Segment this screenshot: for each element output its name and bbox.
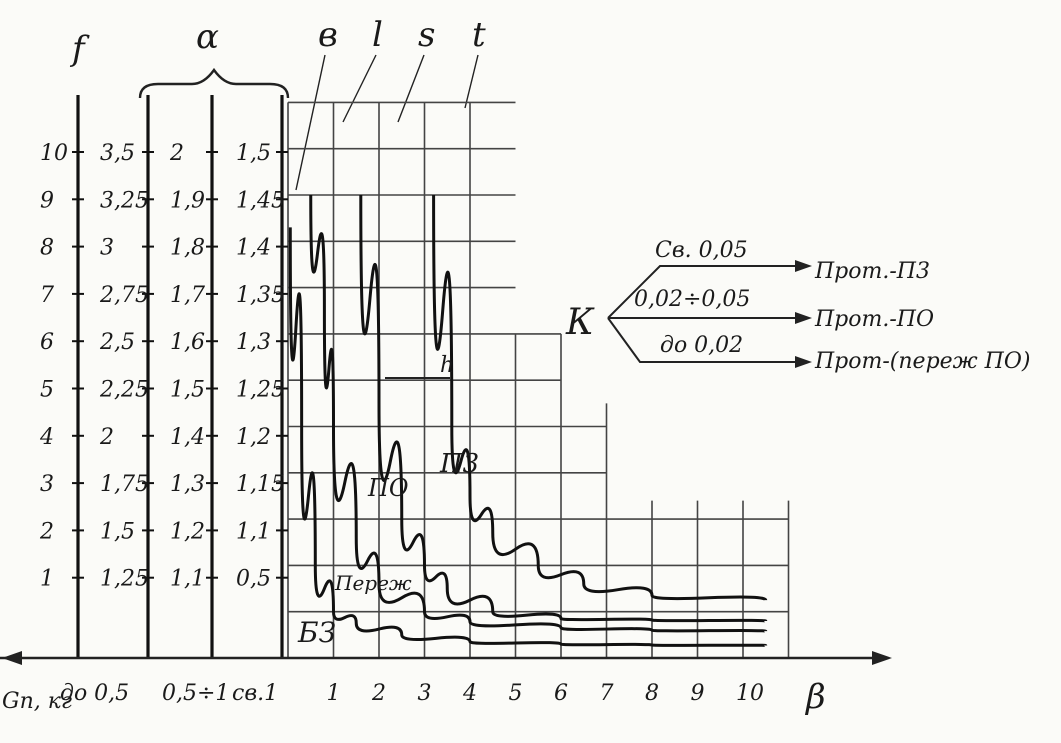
scale-tick-label: 1,15 — [236, 472, 285, 497]
series-label-leaders — [295, 54, 479, 191]
scale-tick-label: 1,75 — [100, 472, 149, 497]
x-axis-left-arrow — [2, 651, 22, 665]
x-tick-label: 7 — [600, 681, 614, 706]
x-tick-label: 8 — [645, 681, 659, 706]
x-tick-label: 6 — [554, 681, 568, 706]
series-label-b: в — [318, 15, 338, 55]
scale-header-alpha: α — [196, 17, 219, 57]
k-result-2: Прот.-ПО — [814, 307, 934, 332]
x-tick-label: 5 — [509, 681, 523, 706]
k-condition-2: 0,02÷0,05 — [634, 287, 750, 312]
scale-tick-label: 1,6 — [170, 330, 205, 355]
scale-tick-label: 10 — [40, 141, 68, 166]
scale-tick-label: 6 — [40, 330, 54, 355]
scale-tick-label: 1,5 — [170, 378, 205, 403]
scale-tick-label: 1,2 — [236, 425, 271, 450]
scale-tick-label: 3 — [40, 472, 54, 497]
k-note: К Св. 0,05 0,02÷0,05 до 0,02 Прот.-П3 Пр… — [565, 238, 1031, 374]
zone-label-bz: БЗ — [297, 616, 336, 649]
scale-tick-label: 1,1 — [236, 519, 271, 544]
scale-tick-label: 2,75 — [99, 283, 149, 308]
curve-s — [359, 194, 768, 623]
x-tick-label: 9 — [691, 681, 705, 706]
alpha-col1-label: до 0,5 — [60, 681, 129, 706]
zone-label-p3: П3 — [439, 449, 479, 479]
x-axis-label: β — [804, 677, 826, 717]
scale-tick-label: 1,3 — [170, 472, 205, 497]
curves — [288, 194, 768, 647]
k-label: К — [565, 302, 595, 343]
x-tick-label: 3 — [418, 681, 432, 706]
curve-l — [309, 194, 768, 633]
left-scales: 10 9 8 7 6 5 4 3 2 1 3,5 3,25 3 2,75 2,5 2,25 2 1,75 1,5 1,… — [39, 95, 288, 658]
scale-tick-label: 1,45 — [236, 188, 285, 213]
scale-tick-label: 1,25 — [100, 567, 149, 592]
scale-tick-label: 2,25 — [99, 378, 149, 403]
h-arrow: h — [385, 353, 454, 379]
scale-tick-label: 2 — [39, 519, 54, 544]
series-label-l: l — [372, 15, 383, 55]
h-arrow-label: h — [440, 353, 454, 378]
scale-tick-label: 2 — [169, 141, 184, 166]
series-label-s: s — [418, 15, 435, 55]
scale-tick-label: 7 — [40, 283, 54, 308]
scale-tick-label: 1,35 — [236, 283, 285, 308]
scale-tick-label: 1,4 — [236, 236, 271, 261]
k-condition-3: до 0,02 — [660, 333, 743, 358]
x-tick-label: 1 — [327, 681, 341, 706]
k-condition-1: Св. 0,05 — [655, 238, 748, 263]
x-tick-label: 4 — [462, 681, 477, 706]
zone-label-perezh: Переж — [334, 571, 412, 595]
scale-tick-label: 1,8 — [170, 236, 205, 261]
x-tick-label: 2 — [371, 681, 386, 706]
k-result-3: Прот-(переж ПО) — [814, 349, 1031, 374]
curve-b — [288, 227, 768, 647]
scale-tick-label: 0,5 — [236, 567, 271, 592]
scale-tick-label: 1,9 — [170, 188, 205, 213]
k-result-1: Прот.-П3 — [814, 259, 930, 284]
series-label-t: t — [472, 15, 486, 55]
scale-tick-label: 1,5 — [100, 519, 135, 544]
scale-tick-label: 8 — [40, 236, 54, 261]
scale-tick-label: 3,5 — [100, 141, 135, 166]
scale-tick-label: 1,4 — [170, 425, 205, 450]
x-tick-label: 10 — [736, 681, 764, 706]
scale-tick-label: 4 — [39, 425, 54, 450]
scale-header-f: f — [69, 29, 90, 69]
scale-tick-label: 2 — [99, 425, 114, 450]
scale-tick-label: 1 — [40, 567, 54, 592]
alpha-brace — [138, 67, 290, 99]
scale-tick-label: 1,5 — [236, 141, 271, 166]
scale-tick-label: 3 — [100, 236, 114, 261]
scale-tick-label: 5 — [40, 378, 54, 403]
scale-tick-label: 1,7 — [170, 283, 205, 308]
scale-tick-label: 9 — [40, 188, 54, 213]
x-axis: 1 2 3 4 5 6 7 8 9 10 — [0, 651, 892, 706]
zone-label-po: ПО — [367, 474, 409, 502]
scale-tick-label: 1,2 — [170, 519, 205, 544]
curve-t — [432, 194, 768, 602]
scale-tick-label: 2,5 — [99, 330, 135, 355]
scale-tick-label: 1,25 — [236, 378, 285, 403]
scale-tick-label: 3,25 — [100, 188, 149, 213]
x-axis-arrow — [872, 651, 892, 665]
alpha-col2-label: 0,5÷1 — [162, 681, 229, 706]
scale-tick-label: 1,3 — [236, 330, 271, 355]
scale-tick-label: 1,1 — [170, 567, 205, 592]
f-column-label: Gп, кг — [2, 689, 72, 714]
alpha-col3-label: св.1 — [232, 681, 278, 706]
